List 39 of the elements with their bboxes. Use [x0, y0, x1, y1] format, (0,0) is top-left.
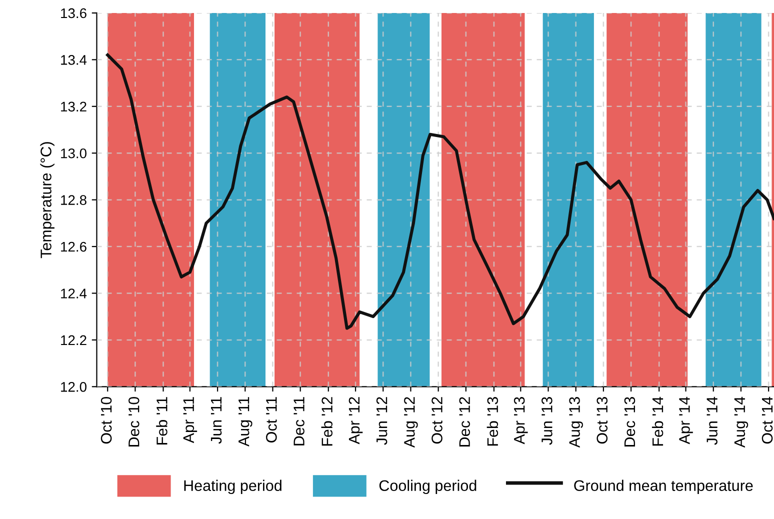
x-tick-label: Jun '14 [706, 396, 718, 445]
x-tick-label: Aug '12 [404, 397, 418, 448]
x-tick-label: Apr '11 [183, 397, 198, 444]
x-tick-label: Oct '11 [266, 397, 277, 442]
x-tick-label: Feb '14 [652, 396, 664, 446]
y-tick-label: 12.4 [61, 288, 87, 298]
y-tick-label: 12.8 [61, 195, 86, 205]
y-tick-label: 13.2 [61, 102, 86, 112]
x-tick-label: Feb '11 [156, 397, 168, 444]
x-tick-label: Aug '14 [734, 396, 748, 448]
y-tick-label: 13.6 [61, 8, 86, 18]
x-tick-label: Aug '11 [238, 397, 252, 447]
x-tick-label: Oct '12 [432, 397, 442, 444]
x-tick-label: Oct '10 [100, 396, 112, 444]
legend-label: Ground mean temperature [574, 480, 753, 494]
x-tick-label: Apr '14 [679, 396, 693, 444]
legend-label: Cooling period [379, 480, 476, 494]
x-tick-label: Feb '13 [486, 397, 498, 446]
x-tick-label: Oct '14 [762, 396, 773, 444]
y-tick-label: 13.0 [61, 148, 86, 158]
x-tick-label: Dec '11 [294, 397, 304, 446]
x-tick-label: Feb '12 [321, 397, 332, 446]
x-tick-label: Apr '12 [348, 397, 363, 444]
x-tick-label: Aug '13 [569, 397, 583, 448]
x-tick-label: Dec '10 [128, 396, 140, 446]
x-tick-label: Jun '13 [542, 397, 552, 445]
line-series [106, 53, 774, 330]
x-tick-label: Dec '13 [624, 397, 636, 446]
x-tick-label: Apr '13 [514, 397, 528, 444]
y-tick-label: 12.2 [61, 335, 86, 345]
y-axis-title: Temperature (°C) [40, 142, 54, 258]
y-tick-label: 12.0 [61, 382, 86, 392]
x-tick-label: Oct '13 [596, 397, 608, 444]
y-tick-label: 12.6 [61, 242, 86, 252]
x-tick-label: Dec '12 [459, 397, 470, 446]
x-tick-label: Jun '11 [210, 397, 222, 444]
legend-label: Heating period [184, 480, 282, 494]
y-tick-label: 13.4 [61, 55, 87, 65]
x-tick-label: Jun '12 [376, 397, 388, 445]
